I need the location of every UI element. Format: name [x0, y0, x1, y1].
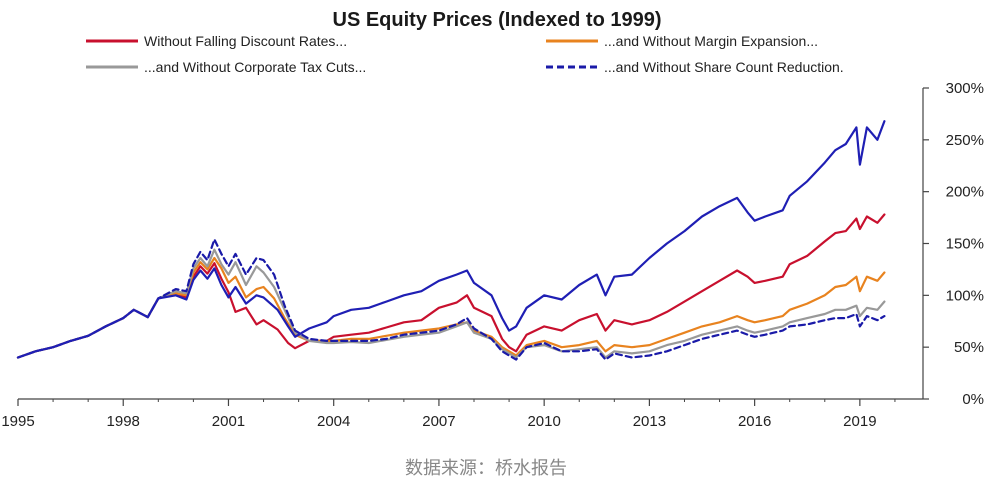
x-tick-label: 1995 — [1, 413, 34, 430]
x-tick-label: 1998 — [107, 413, 140, 430]
y-tick-label: 200% — [946, 184, 984, 201]
x-tick-label: 2019 — [843, 413, 876, 430]
y-ticks: 0% 50% 100% 150% 200% 250% 300% — [923, 80, 984, 408]
x-tick-label: 2016 — [738, 413, 771, 430]
y-tick-label: 300% — [946, 80, 984, 97]
x-tick-label: 2001 — [212, 413, 245, 430]
x-tick-label: 2007 — [422, 413, 455, 430]
y-tick-label: 150% — [946, 236, 984, 253]
legend-label: ...and Without Share Count Reduction. — [604, 59, 844, 75]
chart-title: US Equity Prices (Indexed to 1999) — [333, 9, 662, 31]
x-ticks: 1995 1998 2001 2004 2007 2010 2013 2016 2019 — [1, 399, 896, 430]
axes: 1995 1998 2001 2004 2007 2010 2013 2016 2019 0% 5… — [1, 80, 984, 430]
y-tick-label: 100% — [946, 287, 984, 304]
x-tick-label: 2013 — [633, 413, 666, 430]
legend-label: Without Falling Discount Rates... — [144, 33, 347, 49]
y-tick-label: 250% — [946, 132, 984, 149]
legend: Without Falling Discount Rates... ...and … — [86, 33, 844, 75]
series-line — [16, 238, 886, 361]
series-line — [16, 120, 886, 359]
legend-label: ...and Without Margin Expansion... — [604, 33, 818, 49]
legend-label: ...and Without Corporate Tax Cuts... — [144, 59, 366, 75]
x-tick-label: 2004 — [317, 413, 350, 430]
y-tick-label: 0% — [962, 391, 984, 408]
x-tick-label: 2010 — [527, 413, 560, 430]
source-caption: 数据来源：桥水报告 — [405, 458, 567, 479]
y-tick-label: 50% — [954, 339, 984, 356]
series-layer — [16, 120, 886, 361]
series-line — [16, 256, 886, 359]
